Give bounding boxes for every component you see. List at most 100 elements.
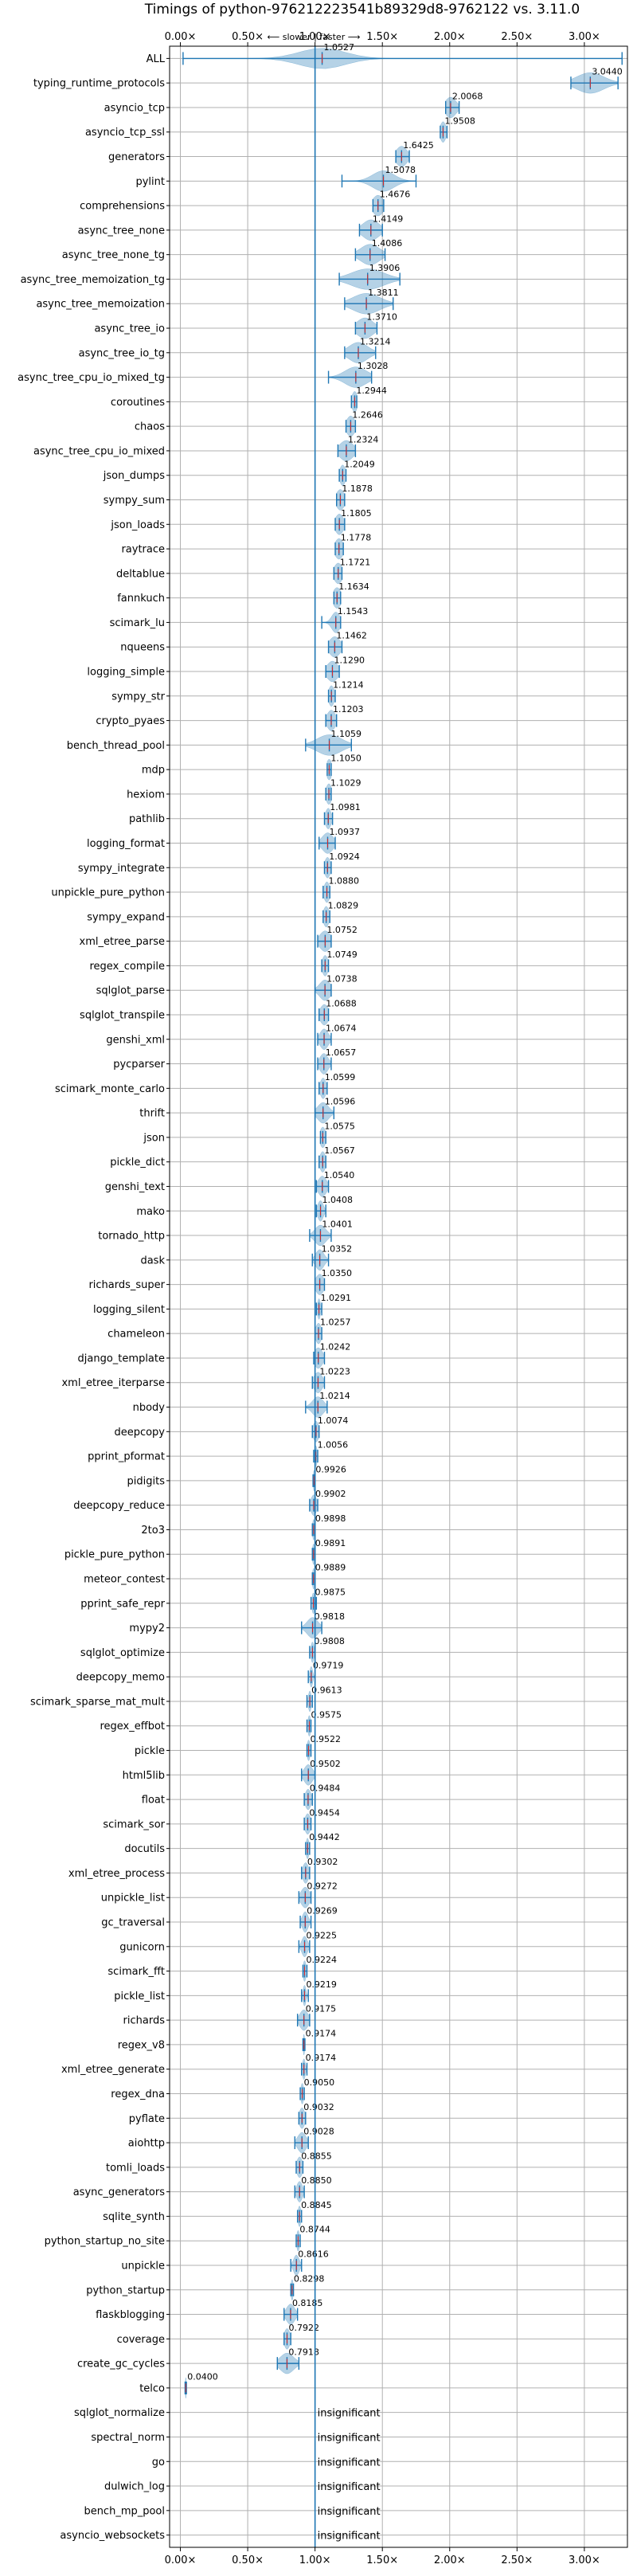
value-label: 1.4149 bbox=[373, 213, 404, 224]
value-label: 0.8298 bbox=[294, 2273, 325, 2284]
category-label: mdp bbox=[142, 765, 165, 777]
value-label: 1.0540 bbox=[324, 1170, 355, 1180]
value-label: 0.9225 bbox=[307, 1930, 338, 1940]
value-label: 1.0401 bbox=[322, 1219, 353, 1230]
category-label: bench_thread_pool bbox=[67, 740, 165, 752]
category-label: float bbox=[142, 1795, 165, 1807]
value-label: 0.9898 bbox=[315, 1513, 346, 1524]
category-label: meteor_contest bbox=[84, 1574, 165, 1586]
category-label: genshi_xml bbox=[106, 1034, 165, 1046]
category-label: async_tree_cpu_io_mixed bbox=[33, 445, 165, 457]
category-label: deepcopy_memo bbox=[76, 1672, 165, 1684]
value-label: 0.9050 bbox=[304, 2077, 335, 2088]
value-label: 0.9808 bbox=[314, 1636, 345, 1646]
x-tick-label-bottom: 1.00× bbox=[299, 2554, 331, 2566]
category-label: async_tree_memoization bbox=[36, 299, 165, 311]
value-label: 1.0829 bbox=[328, 900, 359, 910]
direction-annotation: ⟵ slower | faster ⟶ bbox=[268, 32, 361, 42]
value-label: 0.9219 bbox=[306, 1979, 337, 1990]
category-label: sqlglot_optimize bbox=[80, 1647, 165, 1659]
value-label: 2.0068 bbox=[452, 91, 483, 101]
category-label: sympy_sum bbox=[104, 495, 165, 507]
category-label: regex_dna bbox=[111, 2089, 165, 2100]
category-label: chameleon bbox=[107, 1329, 165, 1341]
value-label: 0.9484 bbox=[310, 1783, 341, 1794]
value-label: 1.0567 bbox=[324, 1145, 355, 1156]
category-label: async_tree_memoization_tg bbox=[21, 274, 165, 286]
axis-layer: 0.00× 0.00× 0.50× 0.50× 1.00× 1.00× 1.50× 1.50×… bbox=[165, 31, 628, 2566]
category-label: pickle bbox=[135, 1745, 165, 1757]
value-label: 0.9575 bbox=[311, 1709, 342, 1720]
category-label: sqlglot_transpile bbox=[80, 1009, 165, 1021]
category-label: json_dumps bbox=[103, 470, 165, 482]
category-label: coverage bbox=[117, 2334, 165, 2346]
category-label: 2to3 bbox=[141, 1525, 165, 1537]
x-tick-label-top: 1.00× bbox=[299, 31, 331, 43]
category-label: pycparser bbox=[113, 1059, 165, 1071]
value-label: 1.1462 bbox=[336, 631, 367, 641]
value-label: 0.7922 bbox=[289, 2323, 320, 2333]
category-label: scimark_sparse_mat_mult bbox=[30, 1696, 165, 1708]
value-label: 0.8616 bbox=[298, 2249, 329, 2260]
value-label: 1.0981 bbox=[330, 802, 361, 812]
value-label: 1.2646 bbox=[352, 410, 383, 421]
value-label: 1.0880 bbox=[329, 876, 360, 887]
category-label: unpickle_pure_python bbox=[51, 887, 165, 899]
category-label: pickle_list bbox=[114, 1991, 165, 2002]
value-label: 1.1543 bbox=[338, 606, 369, 617]
value-label: 1.0242 bbox=[320, 1341, 351, 1352]
category-label: ALL bbox=[147, 53, 166, 65]
value-label: 1.2944 bbox=[356, 386, 387, 396]
value-label: 0.0400 bbox=[187, 2371, 218, 2382]
value-label: 1.9508 bbox=[444, 115, 475, 126]
value-label: 1.0937 bbox=[329, 827, 360, 837]
category-label: scimark_sor bbox=[103, 1818, 165, 1830]
value-label: 1.0527 bbox=[324, 42, 355, 53]
value-label: 0.9522 bbox=[311, 1734, 342, 1744]
value-label: 1.1721 bbox=[340, 557, 371, 567]
category-label: async_tree_none bbox=[78, 225, 165, 237]
category-label: pyflate bbox=[129, 2113, 165, 2125]
value-label: 1.2324 bbox=[348, 434, 379, 444]
value-label: 0.9442 bbox=[309, 1832, 340, 1842]
value-label: 1.0291 bbox=[321, 1293, 352, 1303]
value-label: 0.9818 bbox=[315, 1611, 346, 1622]
category-label: async_tree_cpu_io_mixed_tg bbox=[18, 372, 165, 384]
category-label: async_generators bbox=[73, 2186, 166, 2198]
category-label: unpickle bbox=[121, 2260, 165, 2272]
category-label: unpickle_list bbox=[101, 1893, 165, 1905]
category-label: deepcopy bbox=[114, 1427, 165, 1439]
value-label: 1.1059 bbox=[331, 729, 362, 739]
value-label: 1.4676 bbox=[380, 190, 410, 200]
category-label: thrift bbox=[139, 1108, 165, 1120]
category-label: xml_etree_process bbox=[68, 1868, 165, 1880]
value-label: 1.0214 bbox=[319, 1391, 350, 1401]
category-label: genshi_text bbox=[105, 1181, 165, 1193]
value-label: 1.0674 bbox=[326, 1023, 357, 1033]
category-label: docutils bbox=[124, 1843, 165, 1855]
category-label: scimark_lu bbox=[110, 617, 165, 629]
value-label: 0.8185 bbox=[292, 2298, 323, 2308]
category-label: pprint_safe_repr bbox=[80, 1598, 165, 1610]
category-label: crypto_pyaes bbox=[96, 715, 165, 727]
value-label: 1.0350 bbox=[322, 1268, 353, 1278]
value-label: 0.8855 bbox=[301, 2151, 332, 2161]
value-label: 1.0074 bbox=[318, 1415, 349, 1426]
category-label: async_tree_none_tg bbox=[62, 249, 165, 261]
value-label: 1.0408 bbox=[322, 1195, 354, 1205]
insignificant-label: insignificant bbox=[318, 2531, 381, 2543]
category-label: async_tree_io_tg bbox=[79, 347, 165, 359]
category-label: regex_effbot bbox=[100, 1721, 165, 1732]
value-label: 1.1634 bbox=[338, 581, 369, 592]
value-label: 0.9032 bbox=[303, 2102, 334, 2112]
value-label: 0.9902 bbox=[315, 1489, 346, 1499]
category-label: logging_silent bbox=[93, 1304, 165, 1316]
value-label: 1.1050 bbox=[330, 754, 361, 764]
plot-frame bbox=[169, 45, 628, 2548]
category-label: xml_etree_parse bbox=[80, 936, 165, 948]
value-label: 0.8850 bbox=[301, 2175, 332, 2186]
category-label: pylint bbox=[135, 176, 165, 188]
value-label: 1.5078 bbox=[385, 165, 416, 175]
category-label: generators bbox=[108, 151, 165, 163]
